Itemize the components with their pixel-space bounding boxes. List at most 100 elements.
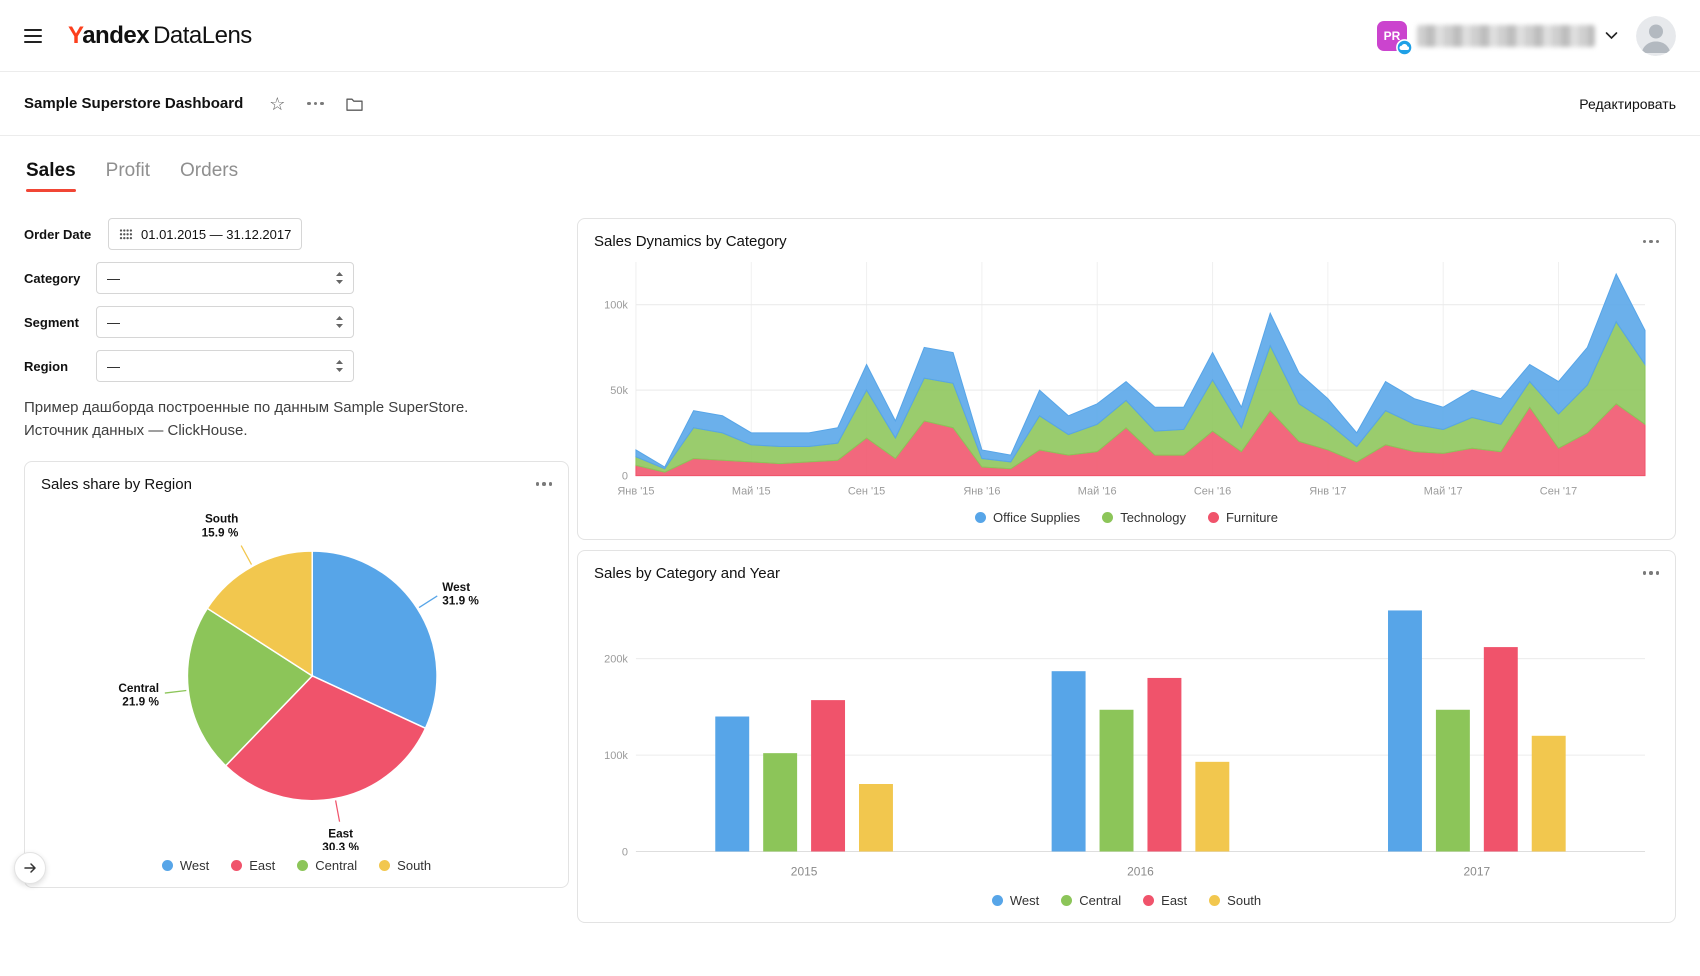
- legend-item-furniture[interactable]: Furniture: [1207, 510, 1278, 525]
- category-select[interactable]: —: [96, 262, 354, 294]
- folder-button[interactable]: [346, 97, 363, 111]
- menu-button[interactable]: [24, 26, 48, 46]
- bar-south-2017[interactable]: [1531, 735, 1566, 852]
- area-series-office-supplies[interactable]: [635, 272, 1646, 470]
- legend-item-east[interactable]: East: [1143, 893, 1187, 908]
- svg-text:Янв '16: Янв '16: [963, 486, 1000, 498]
- tab-orders[interactable]: Orders: [180, 160, 239, 181]
- spinner-arrows-icon: [336, 316, 343, 328]
- svg-text:15.9 %: 15.9 %: [202, 526, 239, 539]
- calendar-icon: [119, 228, 133, 239]
- filter-region: Region —: [24, 350, 569, 382]
- legend-item-east[interactable]: East: [231, 858, 275, 873]
- pie-slice-south[interactable]: [206, 549, 313, 677]
- bar-south-2016[interactable]: [1195, 761, 1230, 852]
- legend-item-south[interactable]: South: [379, 858, 431, 873]
- card-menu-button[interactable]: [535, 482, 552, 486]
- legend-item-central[interactable]: Central: [297, 858, 357, 873]
- legend-dot: [1143, 894, 1155, 906]
- description-line-2: Источник данных — ClickHouse.: [24, 422, 248, 440]
- expand-panel-button[interactable]: [14, 852, 46, 884]
- more-actions-button[interactable]: [307, 101, 324, 106]
- legend-item-office-supplies[interactable]: Office Supplies: [974, 510, 1080, 525]
- bar-central-2017[interactable]: [1435, 709, 1470, 852]
- pie-slice-central[interactable]: [186, 606, 314, 767]
- svg-text:2015: 2015: [791, 864, 818, 878]
- order-date-label: Order Date: [24, 226, 92, 242]
- legend-label: Central: [1079, 892, 1122, 908]
- filter-category: Category —: [24, 262, 569, 294]
- legend-item-west[interactable]: West: [991, 893, 1039, 908]
- legend-label: Central: [315, 858, 358, 874]
- org-badge-label: PR: [1383, 28, 1401, 43]
- dashboard-toolbar: Sample Superstore Dashboard ☆ Редактиров…: [0, 72, 1700, 136]
- menu-icon: [24, 28, 42, 31]
- legend-dot: [974, 511, 986, 523]
- pie-slice-west[interactable]: [311, 549, 438, 729]
- bar-east-2017[interactable]: [1483, 646, 1518, 852]
- svg-text:Сен '16: Сен '16: [1194, 486, 1231, 498]
- svg-text:21.9 %: 21.9 %: [122, 695, 159, 708]
- legend-dot: [297, 860, 309, 872]
- bar-west-2015[interactable]: [715, 716, 750, 852]
- legend-label: West: [179, 858, 210, 874]
- filter-order-date: Order Date 01.01.2015 — 31.12.2017: [24, 218, 569, 250]
- legend-dot: [1102, 511, 1114, 523]
- legend-item-central[interactable]: Central: [1061, 893, 1121, 908]
- order-date-value: 01.01.2015 — 31.12.2017: [141, 226, 292, 242]
- legend-dot: [1209, 894, 1221, 906]
- logo-rest: andex: [82, 21, 150, 49]
- tab-profit[interactable]: Profit: [105, 160, 151, 181]
- card-menu-button[interactable]: [1642, 571, 1659, 575]
- account-switcher[interactable]: PR: [1377, 20, 1618, 56]
- region-select[interactable]: —: [96, 350, 354, 382]
- segment-select[interactable]: —: [96, 306, 354, 338]
- legend-item-south[interactable]: South: [1209, 893, 1261, 908]
- segment-label: Segment: [24, 314, 79, 330]
- legend-item-west[interactable]: West: [161, 858, 210, 874]
- bar-west-2017[interactable]: [1388, 609, 1422, 852]
- legend-label: Technology: [1120, 509, 1186, 525]
- card-title: Sales Dynamics by Category: [594, 233, 787, 250]
- user-avatar[interactable]: [1636, 15, 1676, 56]
- legend-dot: [161, 860, 173, 872]
- bar-central-2016[interactable]: [1099, 709, 1134, 852]
- star-icon: ☆: [269, 93, 286, 114]
- svg-text:Сен '17: Сен '17: [1540, 486, 1577, 498]
- folder-icon: [346, 98, 363, 111]
- svg-text:30.3 %: 30.3 %: [322, 841, 359, 851]
- svg-text:Май '17: Май '17: [1424, 486, 1463, 498]
- card-menu-button[interactable]: [1642, 239, 1659, 244]
- legend-label: East: [249, 858, 276, 874]
- favorite-star-button[interactable]: ☆: [269, 95, 285, 113]
- spinner-arrows-icon: [336, 272, 343, 284]
- logo-product: DataLens: [153, 21, 252, 49]
- bar-west-2016[interactable]: [1051, 670, 1086, 852]
- legend-label: East: [1161, 892, 1188, 908]
- legend-label: South: [1227, 892, 1262, 908]
- bar-east-2016[interactable]: [1147, 677, 1182, 852]
- svg-text:West: West: [442, 580, 470, 593]
- svg-text:100k: 100k: [604, 750, 628, 762]
- left-column: Order Date 01.01.2015 — 31.12.2017 Categ…: [24, 218, 569, 923]
- svg-text:Сен '15: Сен '15: [848, 486, 885, 498]
- bar-east-2015[interactable]: [811, 699, 846, 852]
- logo-y: Y: [68, 21, 83, 49]
- area-chart: Янв '15 Май '15 Сен '15 Янв '16 Май '16 Сен '…: [604, 261, 1646, 498]
- legend-item-technology[interactable]: Technology: [1102, 510, 1186, 525]
- org-badge: PR: [1377, 20, 1413, 56]
- svg-text:Янв '17: Янв '17: [1309, 486, 1346, 498]
- cloud-badge-icon: [1396, 38, 1413, 56]
- dashboard-description: Пример дашборда построенные по данным Sa…: [24, 396, 569, 443]
- app-logo[interactable]: Yandex DataLens: [68, 22, 252, 50]
- dashboard-content: Sales Profit Orders Order Date 01.01.201…: [0, 136, 1700, 923]
- card-title: Sales share by Region: [41, 475, 192, 493]
- pie-slice-east[interactable]: [224, 674, 427, 801]
- edit-button[interactable]: Редактировать: [1579, 95, 1676, 112]
- bar-central-2015[interactable]: [763, 752, 798, 852]
- bar-south-2015[interactable]: [859, 783, 893, 852]
- legend-dot: [1061, 894, 1073, 906]
- svg-text:31.9 %: 31.9 %: [442, 594, 479, 607]
- order-date-input[interactable]: 01.01.2015 — 31.12.2017: [108, 218, 303, 250]
- tab-sales[interactable]: Sales: [26, 160, 76, 192]
